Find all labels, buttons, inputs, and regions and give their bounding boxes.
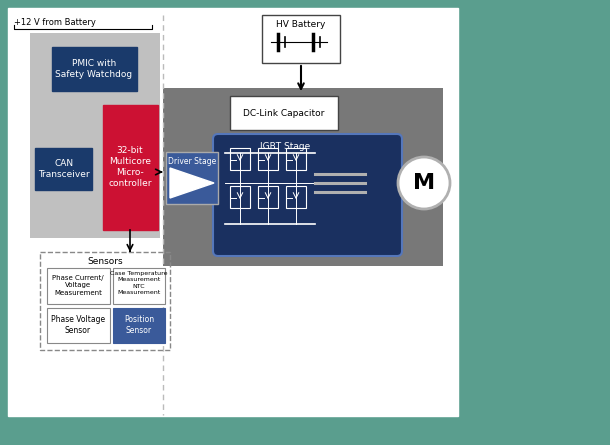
Text: PMIC with
Safety Watchdog: PMIC with Safety Watchdog xyxy=(56,59,132,79)
Bar xyxy=(262,15,340,63)
FancyBboxPatch shape xyxy=(213,134,402,256)
Text: 32-bit
Multicore
Micro-
controller: 32-bit Multicore Micro- controller xyxy=(108,146,152,188)
Text: Position
Sensor: Position Sensor xyxy=(124,315,154,335)
Text: Phase Current/
Voltage
Measurement: Phase Current/ Voltage Measurement xyxy=(52,275,104,295)
Bar xyxy=(113,308,165,343)
Bar xyxy=(30,33,160,238)
Text: DC-Link Capacitor: DC-Link Capacitor xyxy=(243,109,325,117)
Bar xyxy=(8,8,458,416)
Bar xyxy=(35,148,92,190)
Bar xyxy=(286,148,306,170)
Text: +12 V from Battery: +12 V from Battery xyxy=(14,17,96,27)
Text: CAN
Transceiver: CAN Transceiver xyxy=(38,159,90,179)
Bar xyxy=(103,105,158,230)
Bar xyxy=(230,186,250,208)
Bar xyxy=(230,96,338,130)
Bar xyxy=(286,186,306,208)
Text: IGBT Stage: IGBT Stage xyxy=(260,142,310,150)
Bar xyxy=(230,148,250,170)
Bar xyxy=(258,148,278,170)
Text: M: M xyxy=(413,173,435,193)
Circle shape xyxy=(398,157,450,209)
Bar xyxy=(113,268,165,304)
Polygon shape xyxy=(170,168,214,198)
Bar xyxy=(47,268,110,304)
Text: Sensors: Sensors xyxy=(87,256,123,266)
Bar xyxy=(166,152,218,204)
Text: HV Battery: HV Battery xyxy=(276,20,326,28)
Text: Phase Voltage
Sensor: Phase Voltage Sensor xyxy=(51,315,105,335)
Bar xyxy=(258,186,278,208)
Bar xyxy=(52,47,137,91)
Text: Case Temperature
Measurement
NTC
Measurement: Case Temperature Measurement NTC Measure… xyxy=(110,271,168,295)
Bar xyxy=(163,88,443,266)
Bar xyxy=(40,252,170,350)
Text: Driver Stage: Driver Stage xyxy=(168,157,216,166)
Bar xyxy=(47,308,110,343)
